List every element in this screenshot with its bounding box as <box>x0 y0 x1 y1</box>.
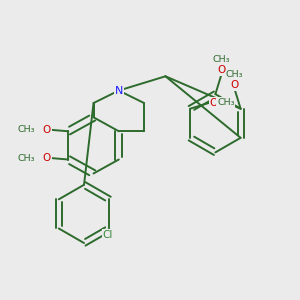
Text: O: O <box>42 125 51 135</box>
Text: O: O <box>210 98 218 108</box>
Text: O: O <box>42 153 51 163</box>
Text: CH₃: CH₃ <box>226 70 243 79</box>
Text: CH₃: CH₃ <box>217 98 235 107</box>
Text: O: O <box>217 65 226 75</box>
Text: N: N <box>115 85 123 96</box>
Text: CH₃: CH₃ <box>17 125 35 134</box>
Text: CH₃: CH₃ <box>17 154 35 163</box>
Text: CH₃: CH₃ <box>213 56 230 64</box>
Text: O: O <box>230 80 239 90</box>
Text: Cl: Cl <box>103 230 113 240</box>
